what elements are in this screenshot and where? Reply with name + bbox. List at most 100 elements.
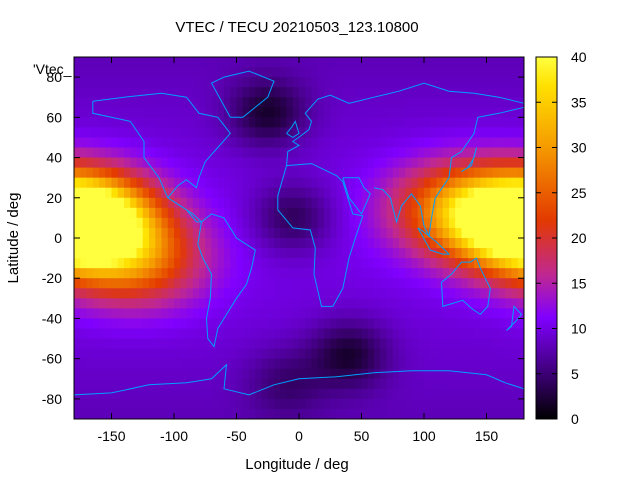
heat-cell — [399, 167, 406, 179]
heat-cell — [111, 408, 119, 420]
heat-cell — [224, 167, 231, 179]
heat-cell — [274, 278, 281, 289]
heat-cell — [424, 167, 431, 179]
heat-cell — [161, 57, 169, 68]
heat-cell — [486, 278, 494, 289]
heat-cell — [211, 318, 219, 329]
heat-cell — [230, 258, 237, 269]
heat-cell — [486, 77, 494, 88]
heat-cell — [130, 87, 137, 98]
heat-cell — [480, 77, 487, 88]
heat-cell — [274, 207, 281, 219]
heat-cell — [467, 358, 475, 370]
heat-cell — [399, 398, 406, 410]
heat-cell — [361, 378, 369, 390]
heat-cell — [480, 278, 487, 289]
heat-cell — [492, 197, 500, 209]
heat-cell — [467, 197, 475, 209]
heat-cell — [136, 117, 144, 128]
heat-cell — [499, 117, 506, 128]
heat-cell — [499, 278, 506, 289]
heat-cell — [149, 117, 156, 128]
heat-cell — [399, 87, 406, 98]
heat-cell — [230, 97, 237, 108]
heat-cell — [280, 117, 287, 128]
heat-cell — [467, 288, 475, 299]
heat-cell — [511, 117, 519, 128]
heat-cell — [242, 298, 250, 309]
heat-cell — [411, 388, 419, 400]
heat-cell — [155, 318, 162, 329]
heat-cell — [261, 117, 269, 128]
heat-cell — [411, 378, 419, 390]
heat-cell — [280, 227, 287, 239]
heat-cell — [430, 97, 437, 108]
heat-cell — [167, 77, 175, 88]
heat-cell — [430, 308, 437, 319]
heat-cell — [517, 207, 525, 219]
heat-cell — [299, 77, 306, 88]
heat-cell — [374, 348, 381, 360]
heat-cell — [361, 238, 369, 249]
heat-cell — [267, 258, 275, 269]
heat-cell — [330, 207, 337, 219]
heat-cell — [99, 167, 106, 179]
heat-cell — [317, 217, 325, 229]
heat-cell — [142, 398, 150, 410]
heat-cell — [455, 137, 462, 148]
heat-cell — [286, 97, 294, 108]
heat-cell — [349, 258, 356, 269]
heat-cell — [417, 207, 425, 219]
heat-cell — [474, 177, 481, 189]
heat-cell — [111, 278, 119, 289]
heat-cell — [242, 57, 250, 68]
heat-cell — [430, 207, 437, 219]
heat-cell — [405, 338, 412, 350]
heat-cell — [399, 107, 406, 118]
heat-cell — [311, 157, 319, 169]
heat-cell — [261, 187, 269, 199]
heat-cell — [236, 227, 244, 239]
heat-cell — [511, 338, 519, 350]
heat-cell — [349, 157, 356, 169]
heat-cell — [392, 77, 400, 88]
heat-cell — [230, 147, 237, 159]
heat-cell — [424, 127, 431, 138]
heat-cell — [374, 207, 381, 219]
heat-cell — [492, 378, 500, 390]
heat-cell — [74, 67, 81, 78]
heat-cell — [161, 258, 169, 269]
heat-cell — [124, 97, 131, 108]
heat-cell — [355, 67, 362, 78]
heat-cell — [436, 258, 444, 269]
heat-cell — [255, 167, 262, 179]
heat-cell — [111, 167, 119, 179]
heat-cell — [517, 127, 525, 138]
heat-cell — [436, 67, 444, 78]
heat-cell — [424, 67, 431, 78]
heat-cell — [442, 298, 450, 309]
heat-cell — [417, 368, 425, 380]
heat-cell — [280, 348, 287, 360]
heat-cell — [511, 268, 519, 279]
heat-cell — [99, 348, 106, 360]
heat-cell — [74, 388, 81, 400]
heat-cell — [242, 67, 250, 78]
heat-cell — [492, 57, 500, 68]
heat-cell — [192, 308, 200, 319]
heat-cell — [511, 137, 519, 148]
heat-cell — [92, 338, 100, 350]
heat-cell — [511, 288, 519, 299]
heat-cell — [355, 107, 362, 118]
heat-cell — [205, 358, 212, 370]
heat-cell — [330, 197, 337, 209]
heat-cell — [517, 408, 525, 420]
heat-cell — [174, 87, 181, 98]
heat-cell — [511, 258, 519, 269]
heat-cell — [286, 338, 294, 350]
heat-cell — [205, 238, 212, 249]
heat-cell — [180, 348, 187, 360]
heat-cell — [274, 117, 281, 128]
heat-cell — [499, 87, 506, 98]
heat-cell — [417, 288, 425, 299]
